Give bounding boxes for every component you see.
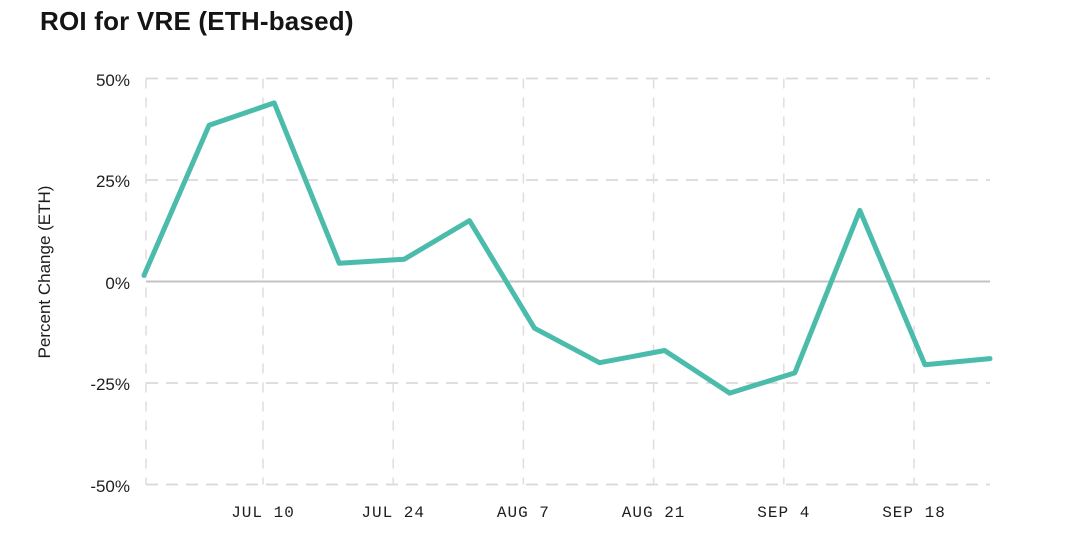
roi-line-series	[141, 100, 993, 396]
x-tick-label: SEP 18	[882, 504, 946, 522]
x-tick-label: JUL 24	[361, 504, 425, 522]
y-tick-label: -25%	[90, 375, 130, 394]
y-tick-label: -50%	[90, 476, 130, 496]
chart-title: ROI for VRE (ETH-based)	[40, 6, 354, 36]
x-tick-label: AUG 21	[621, 504, 686, 522]
x-tick-label: AUG 7	[496, 504, 550, 522]
horizontal-gridlines	[146, 77, 990, 486]
y-tick-label: 25%	[95, 172, 130, 191]
x-tick-label: SEP 4	[757, 504, 811, 522]
y-tick-label: 0%	[105, 273, 130, 293]
y-tick-label: 50%	[95, 70, 130, 90]
x-tick-label: JUL 10	[231, 504, 295, 522]
